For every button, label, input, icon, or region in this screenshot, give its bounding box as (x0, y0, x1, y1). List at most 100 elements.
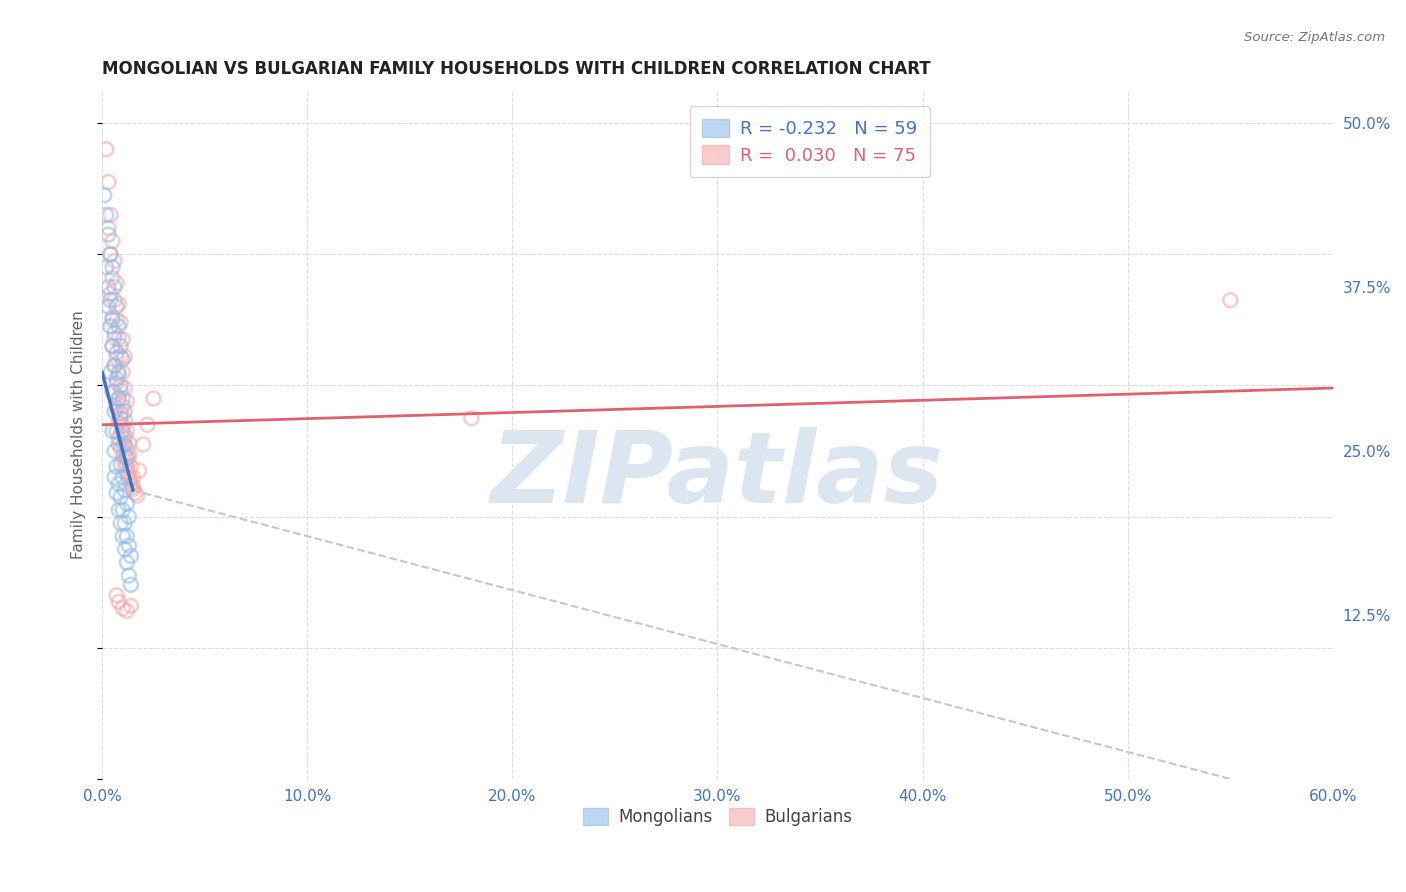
Point (110, 350, 132, 364)
Point (103, 359, 125, 373)
Point (122, 482, 145, 496)
Point (103, 331, 125, 345)
Point (118, 509, 141, 524)
Point (118, 568, 141, 582)
Point (1219, 293, 1241, 307)
Point (107, 392, 129, 406)
Point (114, 412, 136, 426)
Point (115, 442, 138, 456)
Point (111, 352, 134, 367)
Point (111, 392, 134, 406)
Point (114, 404, 136, 418)
Point (114, 483, 136, 498)
Point (105, 300, 128, 314)
Point (101, 313, 124, 327)
Point (115, 556, 138, 570)
Point (101, 339, 124, 353)
Point (110, 384, 132, 398)
Point (100, 247, 122, 261)
Point (114, 516, 136, 530)
Point (100, 319, 122, 334)
Point (110, 490, 132, 504)
Point (122, 479, 145, 493)
Point (110, 315, 132, 329)
Point (103, 359, 125, 373)
Point (107, 368, 129, 382)
Text: MONGOLIAN VS BULGARIAN FAMILY HOUSEHOLDS WITH CHILDREN CORRELATION CHART: MONGOLIAN VS BULGARIAN FAMILY HOUSEHOLDS… (103, 60, 931, 78)
Point (103, 293, 125, 307)
Point (100, 247, 122, 261)
Point (107, 392, 129, 406)
Point (111, 439, 134, 453)
Point (110, 516, 132, 530)
Point (111, 450, 134, 465)
Point (105, 276, 128, 290)
Point (111, 470, 134, 484)
Point (136, 417, 159, 432)
Point (101, 339, 124, 353)
Point (114, 458, 136, 473)
Point (114, 437, 136, 451)
Point (115, 458, 138, 473)
Point (111, 333, 134, 347)
Point (107, 415, 129, 429)
Point (460, 411, 482, 425)
Point (101, 270, 124, 285)
Point (118, 447, 141, 461)
Point (120, 476, 142, 491)
Point (103, 253, 125, 268)
Point (103, 384, 125, 399)
Point (118, 467, 141, 481)
Point (103, 470, 125, 484)
Point (111, 529, 134, 543)
Point (107, 319, 129, 334)
Point (96, 260, 118, 275)
Point (111, 400, 134, 414)
Point (101, 384, 124, 399)
Point (105, 588, 128, 602)
Point (97, 221, 120, 235)
Point (101, 260, 124, 275)
Point (105, 486, 128, 500)
Legend: Mongolians, Bulgarians: Mongolians, Bulgarians (576, 801, 859, 832)
Point (120, 473, 142, 487)
Point (118, 450, 141, 465)
Point (124, 486, 146, 500)
Point (142, 392, 165, 406)
Point (125, 489, 148, 503)
Point (105, 313, 128, 327)
Point (97, 175, 120, 189)
Point (110, 378, 132, 392)
Point (107, 365, 129, 379)
Point (110, 411, 132, 425)
Point (110, 339, 132, 353)
Text: Source: ZipAtlas.com: Source: ZipAtlas.com (1244, 31, 1385, 45)
Point (114, 542, 136, 557)
Point (103, 444, 125, 458)
Point (122, 470, 145, 484)
Point (105, 459, 128, 474)
Point (105, 401, 128, 415)
Point (111, 503, 134, 517)
Point (105, 376, 128, 390)
Point (110, 442, 132, 456)
Point (111, 601, 134, 615)
Point (110, 457, 132, 471)
Point (93, 188, 115, 202)
Point (100, 365, 122, 379)
Point (100, 293, 122, 307)
Point (100, 286, 122, 301)
Point (120, 549, 142, 563)
Point (114, 350, 136, 364)
Point (107, 476, 129, 491)
Point (96, 208, 118, 222)
Point (120, 599, 142, 613)
Point (107, 595, 129, 609)
Point (111, 419, 134, 434)
Point (96, 142, 118, 156)
Point (115, 450, 138, 465)
Point (114, 381, 136, 395)
Point (111, 365, 134, 379)
Point (101, 310, 124, 325)
Point (107, 437, 129, 451)
